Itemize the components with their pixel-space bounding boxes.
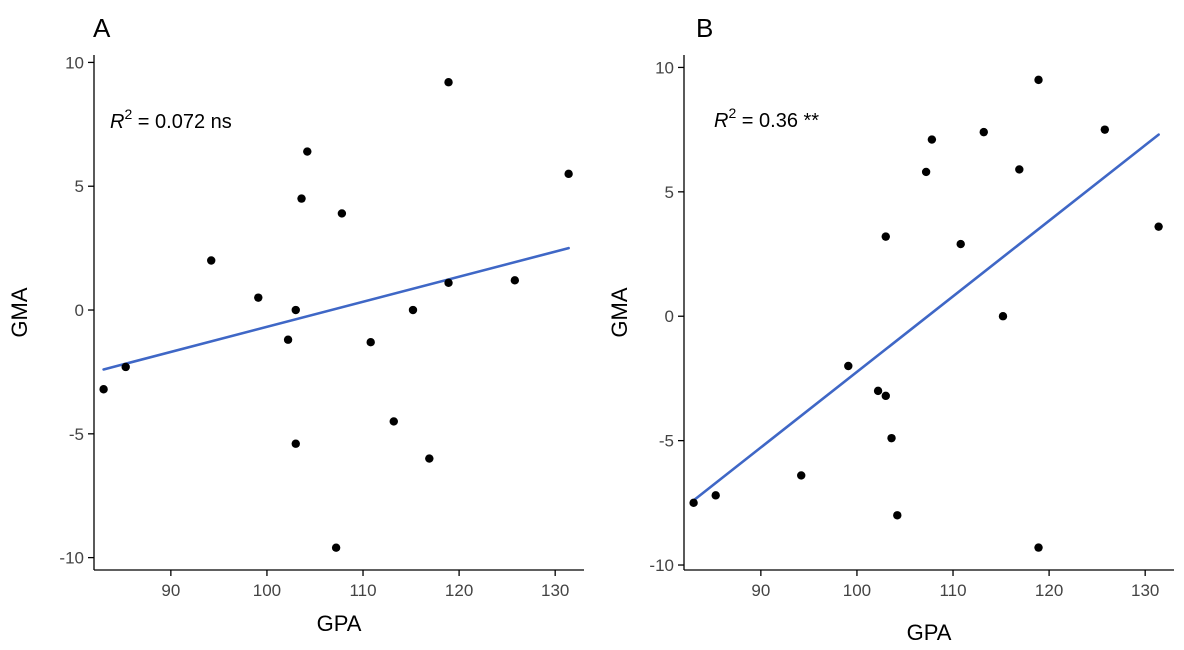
r-squared-annotation: R2 = 0.072 ns <box>110 106 232 133</box>
data-point <box>1015 165 1024 174</box>
panel-label: A <box>93 13 111 43</box>
data-point <box>425 454 434 463</box>
r-symbol: R <box>110 111 124 133</box>
data-point <box>389 417 398 426</box>
y-tick-label: 5 <box>665 183 674 202</box>
r-squared-value: = 0.072 ns <box>132 111 232 133</box>
data-point <box>797 471 806 480</box>
x-tick-label: 130 <box>1131 581 1159 600</box>
data-point <box>887 433 896 443</box>
y-tick-label: -5 <box>659 432 674 451</box>
y-axis-title: GMA <box>607 287 632 337</box>
data-point <box>207 256 216 265</box>
data-point <box>873 386 883 396</box>
data-point <box>283 335 293 344</box>
data-point <box>331 543 341 552</box>
r-squared-annotation: R2 = 0.36 ** <box>714 105 819 132</box>
data-point <box>844 361 853 371</box>
data-point <box>291 439 300 448</box>
x-tick-label: 110 <box>349 581 376 600</box>
data-point <box>510 276 520 285</box>
data-point <box>711 491 720 500</box>
data-point <box>881 391 890 401</box>
panel-a: A -10 -5 0 5 10 90 100 110 120 130 GPA GMA R2 = 0.072… <box>7 13 584 636</box>
data-point <box>1100 125 1110 134</box>
data-point <box>297 194 306 203</box>
data-point <box>689 498 698 508</box>
r-superscript: 2 <box>728 105 736 121</box>
data-point <box>444 78 453 87</box>
y-tick-label: 10 <box>655 58 674 77</box>
y-tick-label: -5 <box>69 425 84 444</box>
data-point <box>1154 222 1163 231</box>
data-point <box>979 127 988 137</box>
data-point <box>893 511 902 520</box>
data-point <box>303 147 312 156</box>
panel-label: B <box>696 13 713 43</box>
data-point <box>121 362 130 372</box>
y-tick-label: 0 <box>665 307 674 326</box>
y-tick-label: 0 <box>75 301 84 320</box>
y-tick-label: -10 <box>59 549 84 568</box>
data-point <box>564 169 573 179</box>
data-point <box>1034 75 1043 85</box>
y-tick-label: 10 <box>65 53 84 72</box>
data-point <box>366 338 375 347</box>
panel-b: B -10 -5 0 5 10 90 100 110 120 130 GPA GMA R2 = 0.36 … <box>607 13 1174 645</box>
x-tick-label: 100 <box>253 581 281 600</box>
data-point <box>927 135 937 144</box>
x-tick-label: 120 <box>445 581 473 600</box>
y-tick-label: -10 <box>649 556 674 575</box>
x-axis-title: GPA <box>907 620 952 645</box>
data-point <box>408 305 418 315</box>
data-point <box>254 293 263 302</box>
x-tick-label: 110 <box>939 581 966 600</box>
data-point <box>291 305 300 315</box>
r-superscript: 2 <box>124 106 132 122</box>
x-tick-label: 90 <box>751 581 770 600</box>
data-point <box>1034 543 1043 552</box>
fit-line <box>102 246 570 371</box>
data-point <box>444 278 453 287</box>
data-point <box>881 232 890 241</box>
x-axis-title: GPA <box>317 611 362 636</box>
x-tick-label: 90 <box>161 581 180 600</box>
x-tick-label: 100 <box>843 581 871 600</box>
x-tick-label: 130 <box>541 581 569 600</box>
data-point <box>998 312 1008 321</box>
data-point <box>956 239 965 249</box>
y-axis-title: GMA <box>7 287 32 337</box>
data-point <box>921 167 931 177</box>
r-squared-value: = 0.36 ** <box>736 110 819 132</box>
data-point <box>99 385 108 394</box>
fit-line <box>692 133 1160 502</box>
r-symbol: R <box>714 110 728 132</box>
y-tick-label: 5 <box>75 177 84 196</box>
data-point <box>337 209 347 218</box>
x-tick-label: 120 <box>1035 581 1063 600</box>
